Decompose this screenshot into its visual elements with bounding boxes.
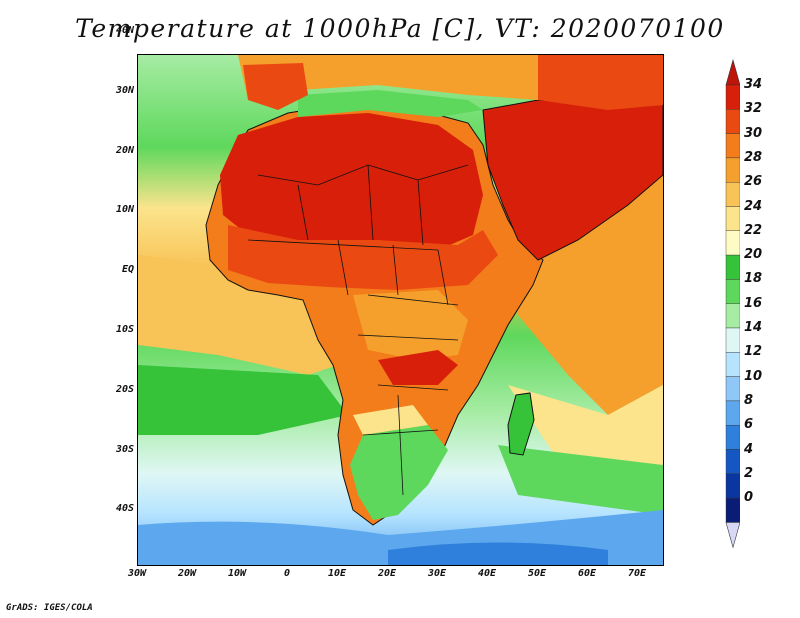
map-panel <box>137 54 664 566</box>
sahara-hot-core <box>220 113 483 250</box>
colorbar-swatch <box>725 279 740 304</box>
lat-label: 10S <box>115 324 134 335</box>
lat-label: 40S <box>115 503 134 514</box>
iberia-warm-field <box>243 63 308 110</box>
central-africa-warm-field <box>353 290 468 360</box>
sahel-band <box>228 225 498 290</box>
colorbar-bottom-arrow <box>725 522 740 549</box>
colorbar-swatch <box>725 133 740 159</box>
country-borders <box>247 164 469 496</box>
southern-africa-mild-field <box>353 405 428 435</box>
colorbar-swatch <box>725 84 740 110</box>
colorbar-tick-label: 28 <box>744 149 763 165</box>
southern-europe-field <box>238 55 538 100</box>
colorbar-swatch <box>725 352 740 377</box>
colorbar-swatch <box>725 206 740 231</box>
southern-tropical-hot-band <box>378 350 458 385</box>
colorbar-tick-label: 30 <box>744 125 763 141</box>
colorbar-swatch <box>725 254 740 280</box>
lat-label: 30S <box>115 444 134 455</box>
lat-label: 30N <box>115 85 134 96</box>
southern-ocean-deep-cold-band <box>388 542 608 565</box>
madagascar <box>507 392 535 456</box>
lon-label: 50E <box>527 568 547 579</box>
colorbar-swatch <box>725 181 740 207</box>
lon-label: 30E <box>427 568 447 579</box>
map-title: Temperature at 1000hPa [C], VT: 20200701… <box>75 14 725 43</box>
colorbar-swatch <box>725 230 740 256</box>
colorbar-tick-label: 4 <box>744 441 754 457</box>
lon-label: 10W <box>227 568 247 579</box>
lon-label: 10E <box>327 568 347 579</box>
colorbar-swatch <box>725 109 740 134</box>
colorbar-tick-label: 34 <box>744 77 763 92</box>
lat-label: 10N <box>115 204 134 215</box>
southern-africa-cool-field <box>350 425 448 520</box>
colorbar-top-arrow <box>725 58 740 86</box>
colorbar-tick-label: 22 <box>744 222 763 238</box>
colorbar <box>725 58 740 549</box>
lon-label: 0 <box>283 568 291 579</box>
colorbar-tick-label: 10 <box>744 368 763 384</box>
colorbar-swatch <box>725 327 740 353</box>
lon-label: 40E <box>477 568 497 579</box>
lon-label: 70E <box>627 568 647 579</box>
temperature-map <box>138 55 663 565</box>
gulf-of-guinea-warm-field <box>138 255 368 375</box>
colorbar-swatch <box>725 157 740 183</box>
colorbar-tick-label: 18 <box>744 271 763 287</box>
colorbar-swatch <box>725 473 740 499</box>
atlantic-green-band <box>138 365 348 435</box>
lon-label: 60E <box>577 568 597 579</box>
colorbar-tick-label: 0 <box>744 490 754 506</box>
lon-label: 20W <box>177 568 197 579</box>
colorbar-swatch <box>725 400 740 426</box>
colorbar-swatch <box>725 497 740 523</box>
mediterranean-sea <box>298 90 483 117</box>
colorbar-swatch <box>725 449 740 474</box>
colorbar-swatch <box>725 376 740 402</box>
colorbar-swatch <box>725 303 740 329</box>
lat-label: 20N <box>115 145 134 156</box>
colorbar-tick-label: 20 <box>744 247 763 263</box>
lon-label: 20E <box>377 568 397 579</box>
colorbar-tick-label: 16 <box>744 295 763 311</box>
lat-label: 20S <box>115 384 134 395</box>
indian-ocean-mild-field <box>508 385 663 475</box>
lat-label: EQ <box>121 264 134 275</box>
colorbar-tick-label: 2 <box>744 465 754 481</box>
indian-ocean-cool-field <box>498 445 663 515</box>
colorbar-swatch <box>725 425 740 450</box>
colorbar-tick-label: 6 <box>744 417 754 433</box>
colorbar-tick-label: 26 <box>744 174 763 190</box>
lat-label: 40N <box>115 25 134 36</box>
middle-east-hot-field <box>538 55 663 110</box>
colorbar-tick-label: 8 <box>744 392 754 408</box>
colorbar-tick-label: 12 <box>744 344 763 360</box>
lon-label: 30W <box>127 568 147 579</box>
colorbar-tick-label: 32 <box>744 101 763 117</box>
credit-text: GrADS: IGES/COLA <box>6 603 93 613</box>
colorbar-tick-label: 14 <box>744 320 763 335</box>
colorbar-tick-label: 24 <box>744 198 763 214</box>
